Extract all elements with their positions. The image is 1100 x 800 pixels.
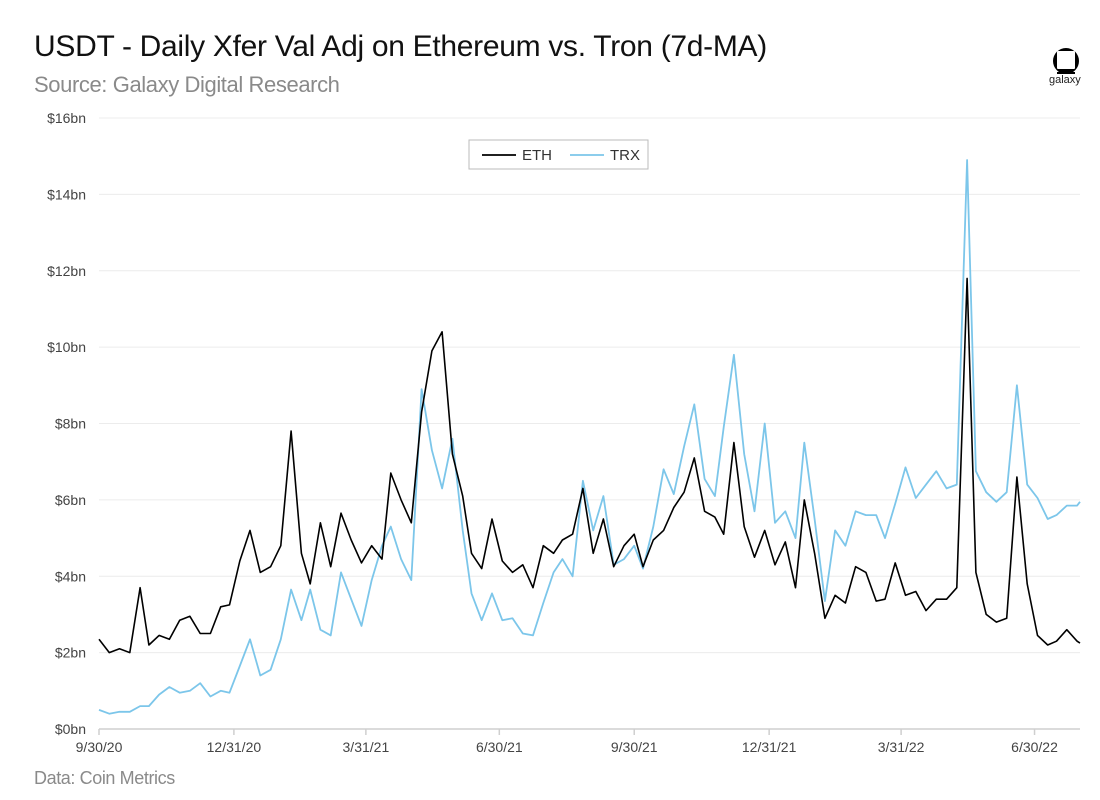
x-tick-label: 9/30/20 xyxy=(76,739,123,755)
x-tick-label: 6/30/21 xyxy=(476,739,523,755)
y-tick-label: $16bn xyxy=(47,110,86,126)
y-tick-label: $10bn xyxy=(47,339,86,355)
x-tick-label: 3/31/21 xyxy=(343,739,390,755)
logo-text: galaxy xyxy=(1049,74,1081,86)
series-line-eth xyxy=(98,277,1081,654)
legend-label-trx: TRX xyxy=(610,147,640,164)
legend-label-eth: ETH xyxy=(522,147,552,164)
y-tick-label: $6bn xyxy=(55,492,86,508)
y-tick-label: $14bn xyxy=(47,186,86,202)
y-tick-label: $8bn xyxy=(55,416,86,432)
x-tick-label: 9/30/21 xyxy=(611,739,658,755)
chart-subtitle: Source: Galaxy Digital Research xyxy=(34,72,340,97)
series-line-trx xyxy=(98,159,1081,715)
x-tick-label: 3/31/22 xyxy=(878,739,925,755)
x-tick-label: 12/31/20 xyxy=(207,739,262,755)
chart-title: USDT - Daily Xfer Val Adj on Ethereum vs… xyxy=(34,30,767,63)
y-tick-label: $0bn xyxy=(55,721,86,737)
y-tick-label: $2bn xyxy=(55,645,86,661)
y-tick-label: $12bn xyxy=(47,263,86,279)
galaxy-logo-icon xyxy=(1053,48,1079,74)
x-tick-label: 6/30/22 xyxy=(1011,739,1058,755)
x-tick-label: 12/31/21 xyxy=(742,739,797,755)
y-tick-label: $4bn xyxy=(55,568,86,584)
data-source: Data: Coin Metrics xyxy=(34,768,175,788)
